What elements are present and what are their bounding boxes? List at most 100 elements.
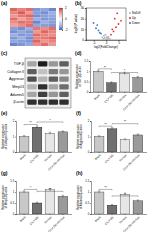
- cell: [10, 37, 18, 40]
- point: [113, 31, 115, 33]
- band: [49, 77, 58, 82]
- band: [38, 77, 47, 82]
- bar: [120, 194, 130, 214]
- colorbar-step: [59, 12, 62, 13]
- tick-label: CILP OE: [104, 153, 115, 164]
- y-axis-title: Relative expressionof Adamts5/β-actin: [76, 185, 83, 210]
- point: [120, 20, 122, 22]
- bar: [45, 190, 55, 214]
- cell: [25, 14, 33, 17]
- bars: [93, 70, 142, 92]
- bar: [94, 137, 104, 153]
- cell: [48, 11, 56, 14]
- axis-line: [15, 182, 17, 215]
- colorbar-step: [59, 16, 62, 17]
- cell: [25, 8, 33, 11]
- axis: BlankCILP OESh-SoxCILP OE+Sh-Sox: [91, 92, 147, 111]
- bar: [19, 192, 29, 214]
- cell: [41, 11, 49, 14]
- point: [114, 18, 116, 20]
- tick-mark: [90, 181, 91, 182]
- colorbar-step: [59, 15, 62, 16]
- tick: 1.5: [84, 59, 90, 63]
- cell: [41, 33, 49, 36]
- cell: [10, 21, 18, 24]
- tick: -2: [62, 28, 68, 32]
- tick-label: 1.5: [85, 179, 89, 183]
- bar: [32, 127, 42, 152]
- tick-label: 1: [13, 190, 15, 194]
- colorbar-step: [59, 8, 62, 9]
- row-label: Aggrecan: [9, 77, 24, 81]
- cell: [25, 18, 33, 21]
- legend-label: Up: [132, 16, 136, 20]
- tick: Sh-Sox: [43, 214, 53, 225]
- cell: [18, 8, 26, 11]
- tick-mark: [112, 152, 113, 153]
- tick: Blank: [94, 152, 102, 161]
- tick-mark: [90, 152, 91, 153]
- tick-label: CILP OE+Sh-Sox: [47, 215, 66, 232]
- tick-mark: [24, 152, 25, 153]
- panel: (g)BlankCILP OESh-SoxCILP OE+Sh-Sox00.51…: [1, 170, 72, 232]
- axis-line: [90, 122, 92, 153]
- tick-label: CILP OE+Sh-Sox: [122, 153, 141, 172]
- tick: CILP OE: [104, 152, 115, 164]
- axis-line: [17, 214, 72, 216]
- bar: [133, 201, 143, 214]
- tick-label: 20: [81, 17, 85, 21]
- cell: [18, 11, 26, 14]
- tick: 0.5: [85, 201, 91, 205]
- cell: [48, 27, 56, 30]
- points: [93, 12, 122, 40]
- tick: Sh-Sox: [43, 152, 53, 163]
- tick-label: 0.5: [84, 80, 88, 84]
- cells: [10, 8, 56, 46]
- tick-mark: [15, 181, 16, 182]
- error-bar: [36, 202, 38, 204]
- tick-label: Blank: [94, 153, 102, 161]
- cell: [41, 40, 49, 43]
- cell: [33, 8, 41, 11]
- error-bar: [98, 136, 100, 138]
- bar: [120, 140, 130, 152]
- tick-label: Blank: [94, 215, 102, 223]
- tick: 1: [13, 190, 16, 194]
- tick: Sh-Sox: [118, 92, 128, 103]
- legend-marker: [129, 12, 131, 14]
- tick: 1: [87, 70, 90, 74]
- tick-label: 1: [13, 135, 15, 139]
- tick: 1: [13, 135, 16, 139]
- cell: [18, 14, 26, 17]
- panel-title: (g): [1, 170, 8, 176]
- tick-mark: [62, 30, 63, 31]
- tick-mark: [62, 152, 63, 153]
- tick-label: 2: [65, 6, 67, 10]
- colorbar-step: [59, 9, 62, 10]
- cell: [33, 18, 41, 21]
- cell: [10, 30, 18, 33]
- axis: 00.511.5: [10, 179, 16, 216]
- cell: [33, 43, 41, 46]
- tick-mark: [124, 92, 125, 93]
- colorbar-step: [59, 27, 62, 28]
- tick: 5: [118, 40, 120, 45]
- tick: 0: [13, 212, 16, 216]
- panel: (c)TGF-βCollagen IIAggrecanMmp13Adamts5β…: [1, 50, 71, 108]
- tick: CILP OE: [29, 214, 40, 226]
- tick-label: CILP OE+Sh-Sox: [122, 93, 141, 112]
- tick-label: 0: [13, 150, 15, 154]
- bar: [94, 192, 104, 214]
- tick-mark: [137, 92, 138, 93]
- tick-mark: [49, 152, 50, 153]
- axis-line: [91, 92, 147, 94]
- colorbar-step: [59, 18, 62, 19]
- significance-label: **: [29, 121, 32, 125]
- row-label: Mmp13: [12, 85, 24, 89]
- cell: [25, 11, 33, 14]
- band: [27, 99, 36, 104]
- tick: 30: [81, 6, 86, 10]
- panel: (a)-202: [1, 0, 68, 46]
- tick: 10: [81, 28, 86, 32]
- cell: [18, 30, 26, 33]
